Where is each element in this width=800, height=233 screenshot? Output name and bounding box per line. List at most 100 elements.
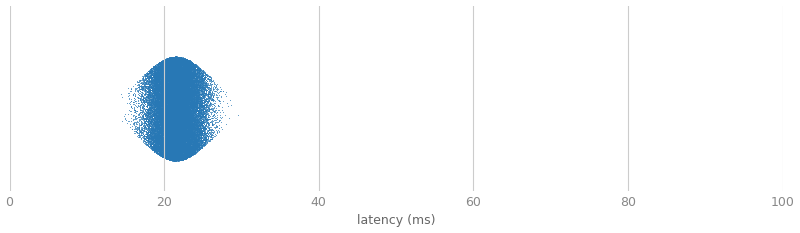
Point xyxy=(165,158,178,161)
Point xyxy=(172,148,185,152)
Point xyxy=(142,145,155,149)
Point xyxy=(165,81,178,85)
Point xyxy=(160,83,173,86)
Point xyxy=(174,146,186,149)
Point xyxy=(146,112,158,116)
Point xyxy=(195,122,208,126)
Point xyxy=(192,93,205,97)
Point xyxy=(181,95,194,99)
Point xyxy=(180,135,193,139)
Point xyxy=(155,113,168,117)
Point xyxy=(171,144,184,147)
Point xyxy=(163,108,176,111)
Point xyxy=(169,104,182,108)
Point xyxy=(157,140,170,144)
Point xyxy=(166,107,179,111)
Point xyxy=(175,130,188,134)
Point xyxy=(159,77,172,81)
Point xyxy=(162,98,175,101)
Point xyxy=(176,62,189,66)
Point xyxy=(162,132,175,135)
Point xyxy=(177,144,190,148)
Point xyxy=(150,86,162,89)
Point xyxy=(166,156,178,160)
Point xyxy=(176,123,189,127)
Point xyxy=(164,84,177,88)
Point xyxy=(160,106,173,110)
Point xyxy=(174,132,187,136)
Point xyxy=(182,96,195,99)
Point xyxy=(147,147,160,151)
Point xyxy=(172,127,185,131)
Point xyxy=(172,134,185,138)
Point xyxy=(197,115,210,119)
Point xyxy=(186,104,198,108)
Point xyxy=(179,91,192,94)
Point xyxy=(171,150,184,154)
Point xyxy=(166,137,179,140)
Point xyxy=(177,137,190,141)
Point xyxy=(174,76,186,80)
Point xyxy=(158,58,171,62)
Point xyxy=(153,150,166,154)
Point xyxy=(181,75,194,79)
Point xyxy=(174,86,187,90)
Point xyxy=(159,118,172,122)
Point xyxy=(172,112,185,116)
Point xyxy=(170,102,182,106)
Point xyxy=(167,121,180,125)
Point xyxy=(160,123,173,127)
Point xyxy=(176,111,189,115)
Point xyxy=(174,89,186,93)
Point xyxy=(187,117,200,120)
Point xyxy=(180,119,193,123)
Point xyxy=(158,131,170,135)
Point xyxy=(160,90,173,94)
Point xyxy=(164,75,177,79)
Point xyxy=(149,113,162,117)
Point xyxy=(188,80,201,83)
Point xyxy=(151,97,164,101)
Point xyxy=(158,75,171,79)
Point xyxy=(158,101,171,105)
Point xyxy=(166,128,178,131)
Point xyxy=(162,121,174,124)
Point xyxy=(163,111,176,115)
Point xyxy=(165,93,178,97)
Point xyxy=(170,93,182,97)
Point xyxy=(152,145,165,149)
Point xyxy=(172,130,185,134)
Point xyxy=(177,111,190,115)
Point xyxy=(169,76,182,79)
Point xyxy=(186,91,199,95)
Point xyxy=(180,125,193,128)
Point xyxy=(166,134,179,137)
Point xyxy=(166,144,179,148)
Point xyxy=(176,132,189,135)
Point xyxy=(162,109,175,113)
Point xyxy=(146,87,159,91)
Point xyxy=(150,122,162,126)
Point xyxy=(178,101,190,105)
Point xyxy=(186,74,199,78)
Point xyxy=(150,127,163,131)
Point xyxy=(143,86,156,89)
Point xyxy=(162,106,175,110)
Point xyxy=(164,131,177,135)
Point xyxy=(190,113,202,117)
Point xyxy=(149,64,162,68)
Point xyxy=(165,110,178,114)
Point xyxy=(185,133,198,137)
Point xyxy=(157,98,170,102)
Point xyxy=(166,127,179,131)
Point xyxy=(166,56,179,60)
Point xyxy=(158,82,170,86)
Point xyxy=(189,147,202,151)
Point xyxy=(178,60,190,64)
Point xyxy=(185,154,198,158)
Point xyxy=(166,133,178,137)
Point xyxy=(155,107,168,111)
Point xyxy=(175,143,188,147)
Point xyxy=(187,121,200,125)
Point xyxy=(126,85,139,88)
